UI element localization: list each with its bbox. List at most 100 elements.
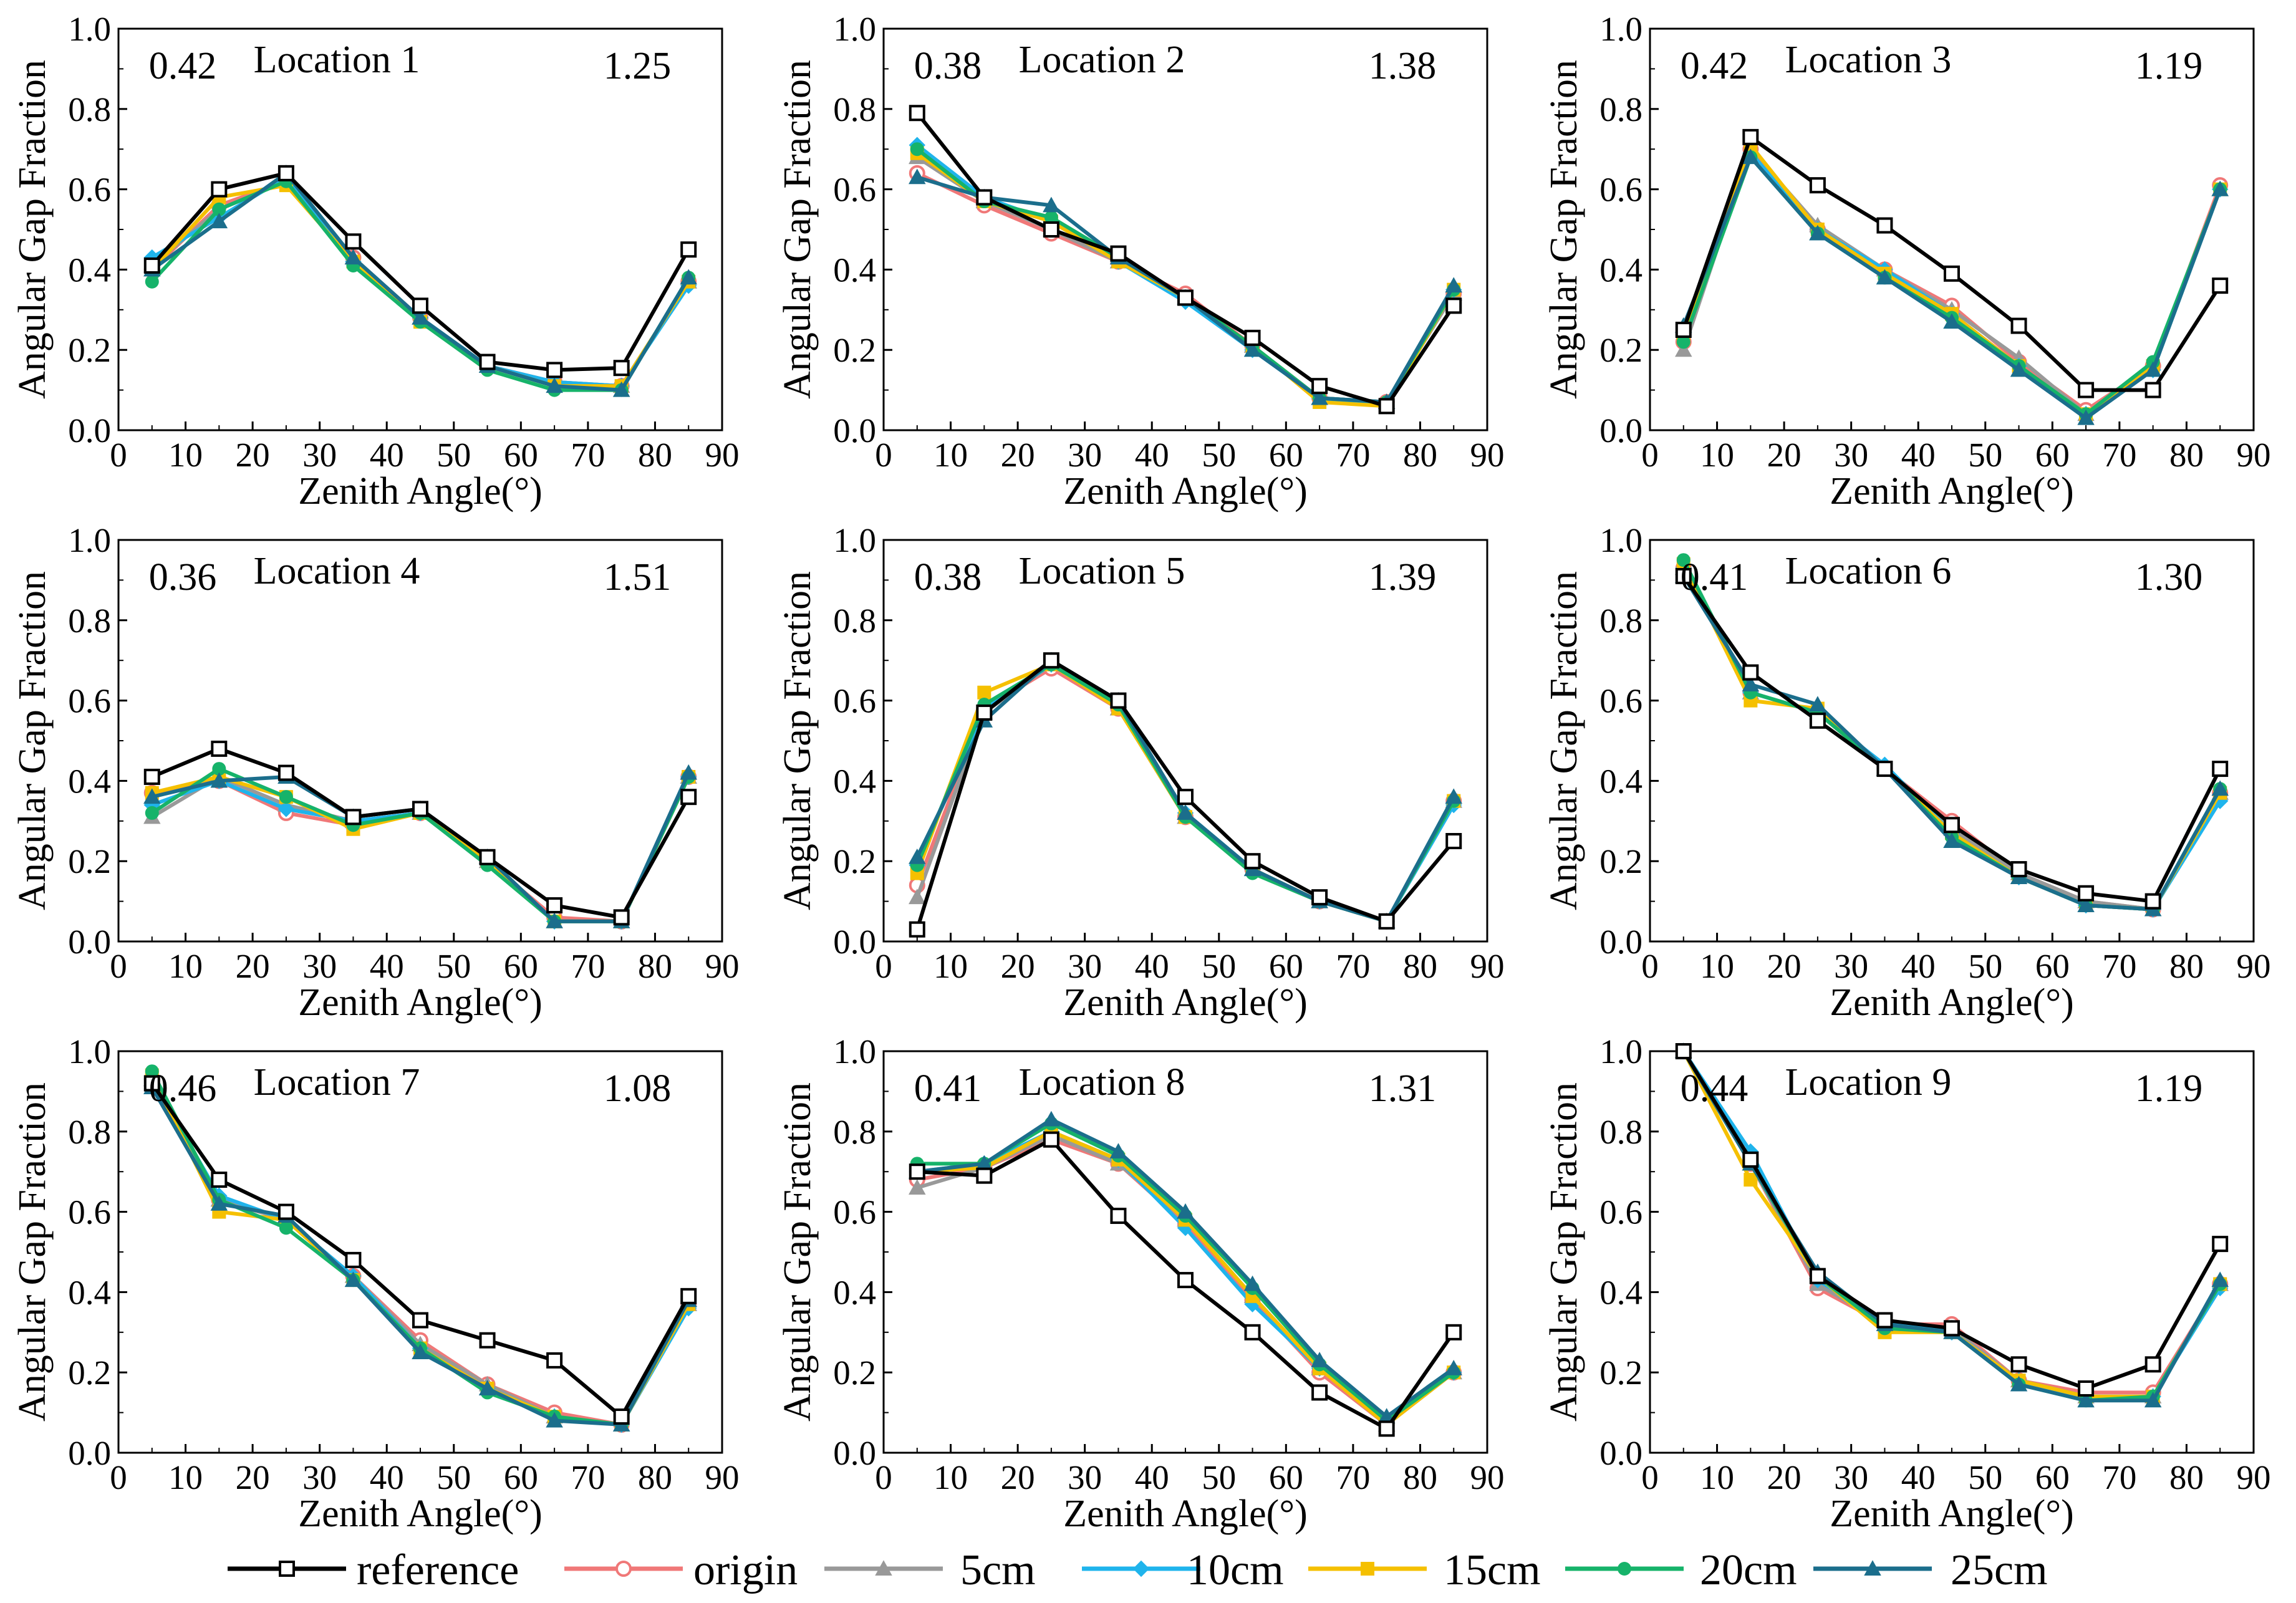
panel-1-y-axis-label: Angular Gap Fraction xyxy=(11,60,54,399)
panel-4-reference-point xyxy=(546,897,563,914)
panel-5-x-tick-label: 40 xyxy=(1135,947,1169,985)
panel-6-x-axis-label: Zenith Angle(°) xyxy=(1830,981,2074,1024)
panel-6-x-tick-label: 10 xyxy=(1700,947,1734,985)
panel-2-x-axis-label: Zenith Angle(°) xyxy=(1063,470,1308,513)
panel-8-25cm-point xyxy=(975,1155,993,1171)
legend-origin-marker xyxy=(615,1561,632,1577)
panel-1-y-tick-label: 1.0 xyxy=(68,10,111,48)
panel-9-reference-point xyxy=(1944,1320,1960,1337)
panel-9-x-tick-label: 60 xyxy=(2035,1458,2070,1496)
panel-5-reference-point xyxy=(1378,913,1395,930)
panel-2-20cm-point xyxy=(910,142,924,156)
panel-3-x-tick-label: 60 xyxy=(2035,436,2070,474)
panel-8-y-axis-label: Angular Gap Fraction xyxy=(776,1082,819,1422)
panel-2-5cm-line xyxy=(916,155,1455,404)
panel-9-series-reference xyxy=(1675,1043,2229,1397)
panel-1-left-value: 0.42 xyxy=(149,45,217,87)
panel-9-15cm-point xyxy=(1744,1173,1758,1187)
panel-4-reference-point xyxy=(680,789,697,806)
panel-9-x-tick-label: 80 xyxy=(2169,1458,2204,1496)
panel-1-25cm-point xyxy=(546,377,563,393)
panel-1-25cm-point xyxy=(412,309,429,325)
panel-7-reference-line xyxy=(150,1082,690,1419)
panel-1-x-tick-label: 60 xyxy=(504,436,538,474)
panel-6-10cm-line xyxy=(1682,567,2222,912)
panel-8-x-axis-label: Zenith Angle(°) xyxy=(1063,1493,1308,1535)
panel-4-y-tick-label: 0.4 xyxy=(68,762,111,800)
panel-2-x-tick-label: 10 xyxy=(933,436,968,474)
panel-4-series-origin xyxy=(143,768,697,930)
panel-3-x-axis-label: Zenith Angle(°) xyxy=(1830,470,2074,513)
panel-2-reference-point xyxy=(976,189,993,206)
panel-8-reference-point xyxy=(1244,1324,1261,1341)
panel-4-reference-point xyxy=(613,909,630,926)
panel-6-10cm-point xyxy=(2212,792,2229,809)
panel-7-series-5cm xyxy=(143,1071,697,1432)
panel-6: 0 10 20 30 40 50 60 70 80 90 0.0 0.2 0.4 0.6 0.8 1.0 Zen… xyxy=(1543,521,2271,1024)
panel-2-series-5cm xyxy=(909,148,1462,409)
panel-6-series-15cm xyxy=(1676,557,2227,917)
panel-4-x-tick-label: 60 xyxy=(504,947,538,985)
panel-6-x-tick-label: 20 xyxy=(1767,947,1802,985)
panel-7-right-value: 1.08 xyxy=(604,1067,672,1110)
panel-6-series-25cm xyxy=(1675,567,2229,917)
panel-5-y-tick-label: 0.2 xyxy=(833,842,876,880)
panel-3-y-axis-label: Angular Gap Fraction xyxy=(1543,60,1585,399)
legend-item-20cm: 20cm xyxy=(1565,1546,1797,1594)
panel-7-reference-point xyxy=(680,1288,697,1304)
panel-8-reference-point xyxy=(1177,1272,1194,1289)
panel-9-reference-point xyxy=(1742,1151,1759,1168)
panel-6-series-origin xyxy=(1675,560,2229,918)
panel-6-25cm-point xyxy=(2077,897,2095,913)
panel-8-right-value: 1.31 xyxy=(1369,1067,1437,1110)
panel-7-15cm-line xyxy=(150,1074,690,1427)
panel-7-reference-point xyxy=(345,1251,362,1268)
panel-9-x-tick-label: 30 xyxy=(1834,1458,1868,1496)
panel-6-reference-point xyxy=(1809,712,1826,729)
panel-5-y-axis-label: Angular Gap Fraction xyxy=(776,571,819,910)
panel-3-reference-point xyxy=(2144,382,2161,398)
panel-6-25cm-point xyxy=(1943,832,1961,848)
panel-9-frame xyxy=(1649,1050,2255,1454)
panel-3-25cm-point xyxy=(2211,180,2229,196)
panel-3-x-tick-label: 0 xyxy=(1641,436,1659,474)
panel-6-20cm-line xyxy=(1682,559,2222,912)
panel-8-reference-point xyxy=(1110,1208,1127,1225)
panel-8-x-tick-label: 70 xyxy=(1336,1458,1370,1496)
panel-1-25cm-point xyxy=(612,381,630,397)
panel-1-x-tick-label: 90 xyxy=(705,436,740,474)
panel-4-x-tick-label: 10 xyxy=(168,947,203,985)
panel-6-x-tick-label: 40 xyxy=(1901,947,1936,985)
panel-1-x-tick-label: 80 xyxy=(638,436,672,474)
panel-5-reference-point xyxy=(1445,833,1462,849)
panel-8-y-tick-label: 0.6 xyxy=(833,1193,876,1231)
panel-4-x-tick-label: 20 xyxy=(236,947,270,985)
panel-5: 0 10 20 30 40 50 60 70 80 90 0.0 0.2 0.4 0.6 0.8 1.0 Zen… xyxy=(776,521,1505,1024)
panel-5-y-tick-label: 0.4 xyxy=(833,762,876,800)
panel-8-reference-point xyxy=(1378,1420,1395,1437)
panel-4-y-tick-label: 0.8 xyxy=(68,602,111,640)
panel-6-20cm-point xyxy=(1676,553,1691,567)
panel-7-5cm-line xyxy=(150,1078,690,1427)
panel-1-reference-point xyxy=(211,181,228,198)
panel-4-x-tick-label: 40 xyxy=(370,947,404,985)
panel-9-reference-point xyxy=(1876,1312,1893,1329)
panel-4-10cm-line xyxy=(151,776,690,923)
panel-6-x-tick-label: 0 xyxy=(1641,947,1659,985)
panel-4-20cm-point xyxy=(145,806,159,820)
panel-5-x-tick-label: 0 xyxy=(875,947,892,985)
panel-8-y-tick-label: 0.8 xyxy=(833,1113,876,1151)
panel-4-y-tick-label: 0.0 xyxy=(68,923,111,961)
panel-6-25cm-point xyxy=(1809,696,1826,712)
panel-5-reference-point xyxy=(909,921,925,938)
panel-3-x-tick-label: 90 xyxy=(2237,436,2271,474)
panel-9: 0 10 20 30 40 50 60 70 80 90 0.0 0.2 0.4 0.6 0.8 1.0 Zen… xyxy=(1543,1033,2271,1535)
panel-5-reference-point xyxy=(1177,789,1194,806)
panel-3-y-tick-label: 0.2 xyxy=(1599,331,1642,369)
legend-item-10cm: 10cm xyxy=(1082,1546,1284,1594)
panel-7-reference-point xyxy=(143,1075,160,1092)
panel-4-20cm-point xyxy=(279,790,293,804)
panel-3: 0 10 20 30 40 50 60 70 80 90 0.0 0.2 0.4 0.6 0.8 1.0 Zen… xyxy=(1543,10,2271,513)
panel-6-reference-line xyxy=(1682,575,2222,903)
